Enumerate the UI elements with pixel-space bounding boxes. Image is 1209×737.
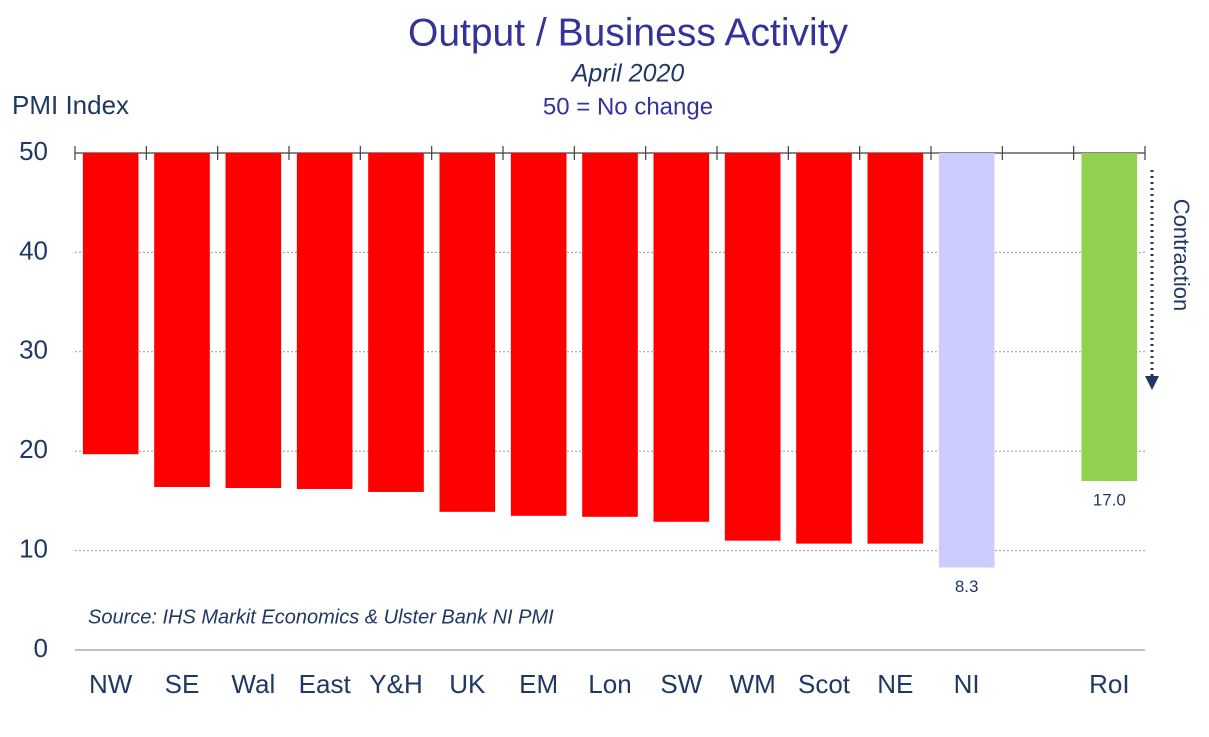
y-tick-label: 20 bbox=[19, 434, 48, 464]
x-tick-label: RoI bbox=[1089, 669, 1129, 699]
chart-title: Output / Business Activity bbox=[408, 11, 849, 54]
bar bbox=[296, 153, 353, 489]
x-tick-label: NW bbox=[89, 669, 133, 699]
x-tick-label: SE bbox=[165, 669, 200, 699]
bar bbox=[82, 153, 139, 455]
bar bbox=[368, 153, 424, 492]
x-tick-label: NE bbox=[877, 669, 913, 699]
value-label: 17.0 bbox=[1093, 491, 1126, 510]
bar bbox=[225, 153, 282, 488]
bar bbox=[154, 153, 210, 487]
contraction-arrowhead bbox=[1145, 376, 1159, 390]
x-tick-label: Scot bbox=[798, 669, 851, 699]
bar bbox=[582, 153, 638, 517]
bar bbox=[1081, 153, 1138, 482]
y-tick-label: 40 bbox=[19, 235, 48, 265]
y-tick-label: 30 bbox=[19, 335, 48, 365]
bar bbox=[510, 153, 567, 516]
chart-note: 50 = No change bbox=[543, 93, 713, 120]
x-tick-label: WM bbox=[730, 669, 776, 699]
x-tick-label: Lon bbox=[588, 669, 631, 699]
y-tick-label: 50 bbox=[19, 136, 48, 166]
x-tick-label: NI bbox=[954, 669, 980, 699]
bar bbox=[867, 153, 924, 544]
chart-subtitle: April 2020 bbox=[570, 60, 685, 88]
x-tick-label: EM bbox=[519, 669, 558, 699]
contraction-label: Contraction bbox=[1169, 199, 1194, 312]
bar bbox=[796, 153, 852, 544]
x-tick-label: Y&H bbox=[369, 669, 422, 699]
y-axis-label: PMI Index bbox=[12, 90, 129, 120]
x-tick-label: UK bbox=[449, 669, 486, 699]
x-tick-label: East bbox=[299, 669, 352, 699]
y-tick-label: 10 bbox=[19, 533, 48, 563]
source-note: Source: IHS Markit Economics & Ulster Ba… bbox=[88, 606, 554, 628]
bar bbox=[938, 153, 995, 568]
x-tick-label: Wal bbox=[231, 669, 275, 699]
bar bbox=[439, 153, 496, 512]
bar bbox=[653, 153, 710, 522]
value-label: 8.3 bbox=[955, 577, 979, 596]
bar bbox=[724, 153, 781, 541]
y-tick-label: 0 bbox=[34, 633, 48, 663]
x-tick-label: SW bbox=[660, 669, 702, 699]
